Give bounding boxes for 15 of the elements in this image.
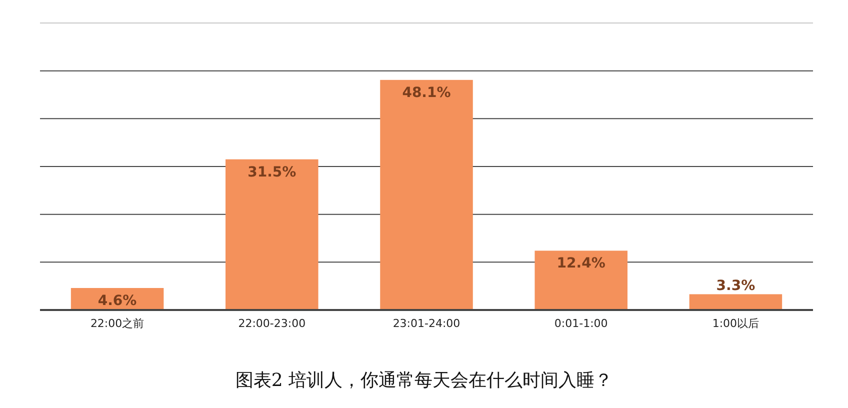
bar xyxy=(380,80,473,310)
data-label: 48.1% xyxy=(402,84,451,101)
text: 图表2 培训人，你通常每天会在什么时间入睡？ xyxy=(235,370,613,391)
data-label: 12.4% xyxy=(556,256,606,272)
x-tick-label: 22:00之前 xyxy=(90,317,144,330)
bar xyxy=(689,294,782,310)
data-label: 3.3% xyxy=(716,278,756,294)
x-tick-label: 0:01-1:00 xyxy=(554,317,608,330)
x-tick-label: 22:00-23:00 xyxy=(238,317,306,330)
data-label: 31.5% xyxy=(248,164,296,180)
bar xyxy=(534,250,628,310)
x-tick-label: 23:01-24:00 xyxy=(392,317,460,330)
data-label: 4.6% xyxy=(98,292,137,309)
bar xyxy=(226,159,318,310)
x-tick-label: 1:00以后 xyxy=(712,317,760,330)
